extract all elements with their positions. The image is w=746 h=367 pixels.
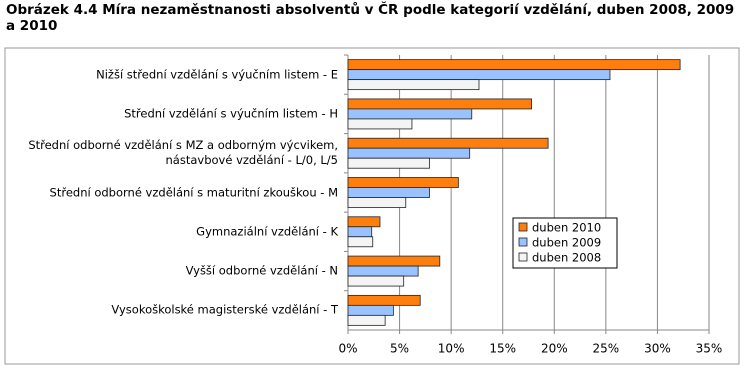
legend-label: duben 2008 (532, 251, 601, 265)
bar (347, 147, 471, 159)
y-tick-label: Vysokoškolské magisterské vzdělání - T (111, 302, 338, 317)
bar (347, 79, 480, 91)
y-tick-label: Gymnaziální vzdělání - K (196, 224, 338, 239)
chart-title: Obrázek 4.4 Míra nezaměstnanosti absolve… (6, 2, 735, 34)
bar (347, 69, 611, 81)
y-tick-label: Střední odborné vzdělání s maturitní zko… (49, 185, 338, 199)
x-tick-label: 20% (541, 342, 568, 356)
bar (347, 216, 381, 228)
y-tick-label: Nižší střední vzdělání s výučním listem … (96, 67, 338, 82)
legend-swatch (518, 252, 528, 262)
y-tick-label: Střední odborné vzdělání s MZ a odborným… (28, 138, 338, 168)
bar (347, 118, 413, 130)
legend-label: duben 2010 (532, 221, 601, 235)
legend-label: duben 2009 (532, 236, 601, 250)
bar (347, 314, 386, 326)
bar (347, 59, 681, 71)
legend-box (512, 217, 618, 269)
x-tick-label: 15% (489, 342, 516, 356)
frame (4, 47, 740, 365)
legend-swatch (518, 222, 528, 232)
bar (347, 108, 473, 120)
bar (347, 265, 419, 277)
x-tick-label: 35% (696, 342, 723, 356)
bar (347, 177, 459, 188)
y-tick-label: Vyšší odborné vzdělání - N (185, 263, 338, 278)
bar (347, 255, 441, 267)
bar (347, 157, 430, 169)
x-tick-label: 25% (593, 342, 620, 356)
bar (347, 294, 421, 306)
bar (347, 304, 394, 316)
legend-swatch (518, 237, 528, 247)
x-tick-label: 10% (438, 342, 465, 356)
x-tick-label: 30% (644, 342, 671, 356)
bar (347, 275, 405, 287)
bar (347, 137, 549, 149)
bar (347, 98, 532, 110)
y-tick-label: Střední vzdělání s výučním listem - H (124, 106, 338, 121)
x-tick-label: 5% (390, 342, 409, 356)
bar (347, 187, 430, 198)
bar (347, 236, 374, 248)
bar (347, 197, 407, 208)
x-tick-label: 0% (338, 342, 357, 356)
bar (347, 226, 373, 238)
